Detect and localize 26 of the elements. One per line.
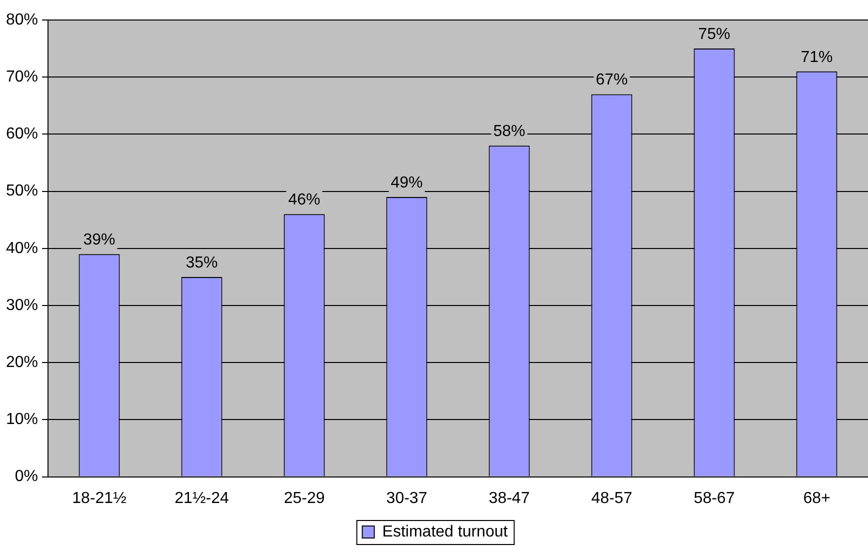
x-tick-label: 48-57 [591, 490, 632, 507]
data-label: 49% [390, 174, 423, 192]
data-label: 46% [288, 192, 320, 209]
y-tick-label: 50% [6, 182, 38, 200]
y-tick-label: 70% [6, 68, 38, 86]
data-label: 75% [698, 26, 730, 43]
data-label: 71% [800, 48, 833, 66]
x-tick-label: 25-29 [284, 490, 325, 507]
x-tick-label: 38-47 [488, 490, 530, 507]
data-label: 58% [493, 123, 526, 140]
x-tick-label: 30-37 [386, 490, 428, 507]
x-tick-label: 68+ [803, 490, 830, 507]
data-label: 39% [83, 232, 116, 249]
legend-label: Estimated turnout [382, 523, 508, 540]
data-label: 67% [596, 72, 628, 89]
y-tick-label: 0% [14, 468, 38, 486]
y-tick-label: 80% [6, 11, 38, 28]
data-label: 35% [186, 254, 218, 272]
y-tick-label: 20% [6, 354, 38, 372]
y-tick-label: 10% [6, 411, 38, 428]
x-tick-label: 21½-24 [174, 490, 230, 507]
y-tick-label: 60% [6, 126, 38, 143]
y-tick-label: 30% [6, 296, 38, 314]
x-tick-label: 58-67 [694, 490, 735, 507]
y-tick-label: 40% [6, 240, 38, 257]
x-tick-label: 18-21½ [72, 490, 126, 507]
